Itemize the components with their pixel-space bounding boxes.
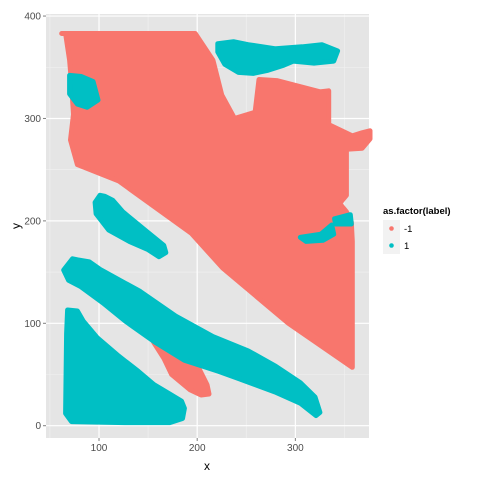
y-tick-label: 0 <box>35 421 41 432</box>
y-tick-label: 100 <box>24 319 41 330</box>
data-regions <box>59 31 373 426</box>
legend-label-1: 1 <box>404 241 409 252</box>
x-tick-label: 300 <box>287 443 304 454</box>
y-axis-title: y <box>9 223 23 229</box>
legend-label-neg1: -1 <box>404 224 412 235</box>
x-tick-label: 100 <box>91 443 108 454</box>
y-tick-label: 200 <box>24 216 41 227</box>
x-axis-ticks: 100 200 300 <box>91 438 304 454</box>
region-label-neg1-0 <box>59 31 373 370</box>
legend: as.factor(label) -1 1 <box>383 206 451 254</box>
region-label-1-4 <box>215 39 341 76</box>
region-label-1-5 <box>297 222 337 244</box>
legend-key-dot-neg1 <box>389 226 394 231</box>
y-axis-ticks: 0 100 200 300 400 <box>24 12 46 432</box>
legend-title: as.factor(label) <box>383 206 451 217</box>
x-axis-title: x <box>204 459 210 473</box>
region-label-1-0 <box>63 307 187 426</box>
y-tick-label: 400 <box>24 12 41 23</box>
region-label-1-2 <box>92 192 169 260</box>
x-tick-label: 200 <box>189 443 206 454</box>
region-label-1-3 <box>67 72 101 110</box>
legend-key-dot-1 <box>389 243 394 248</box>
region-label-1-6 <box>332 212 354 227</box>
y-tick-label: 300 <box>24 114 41 125</box>
region-label-1-1 <box>61 256 323 418</box>
